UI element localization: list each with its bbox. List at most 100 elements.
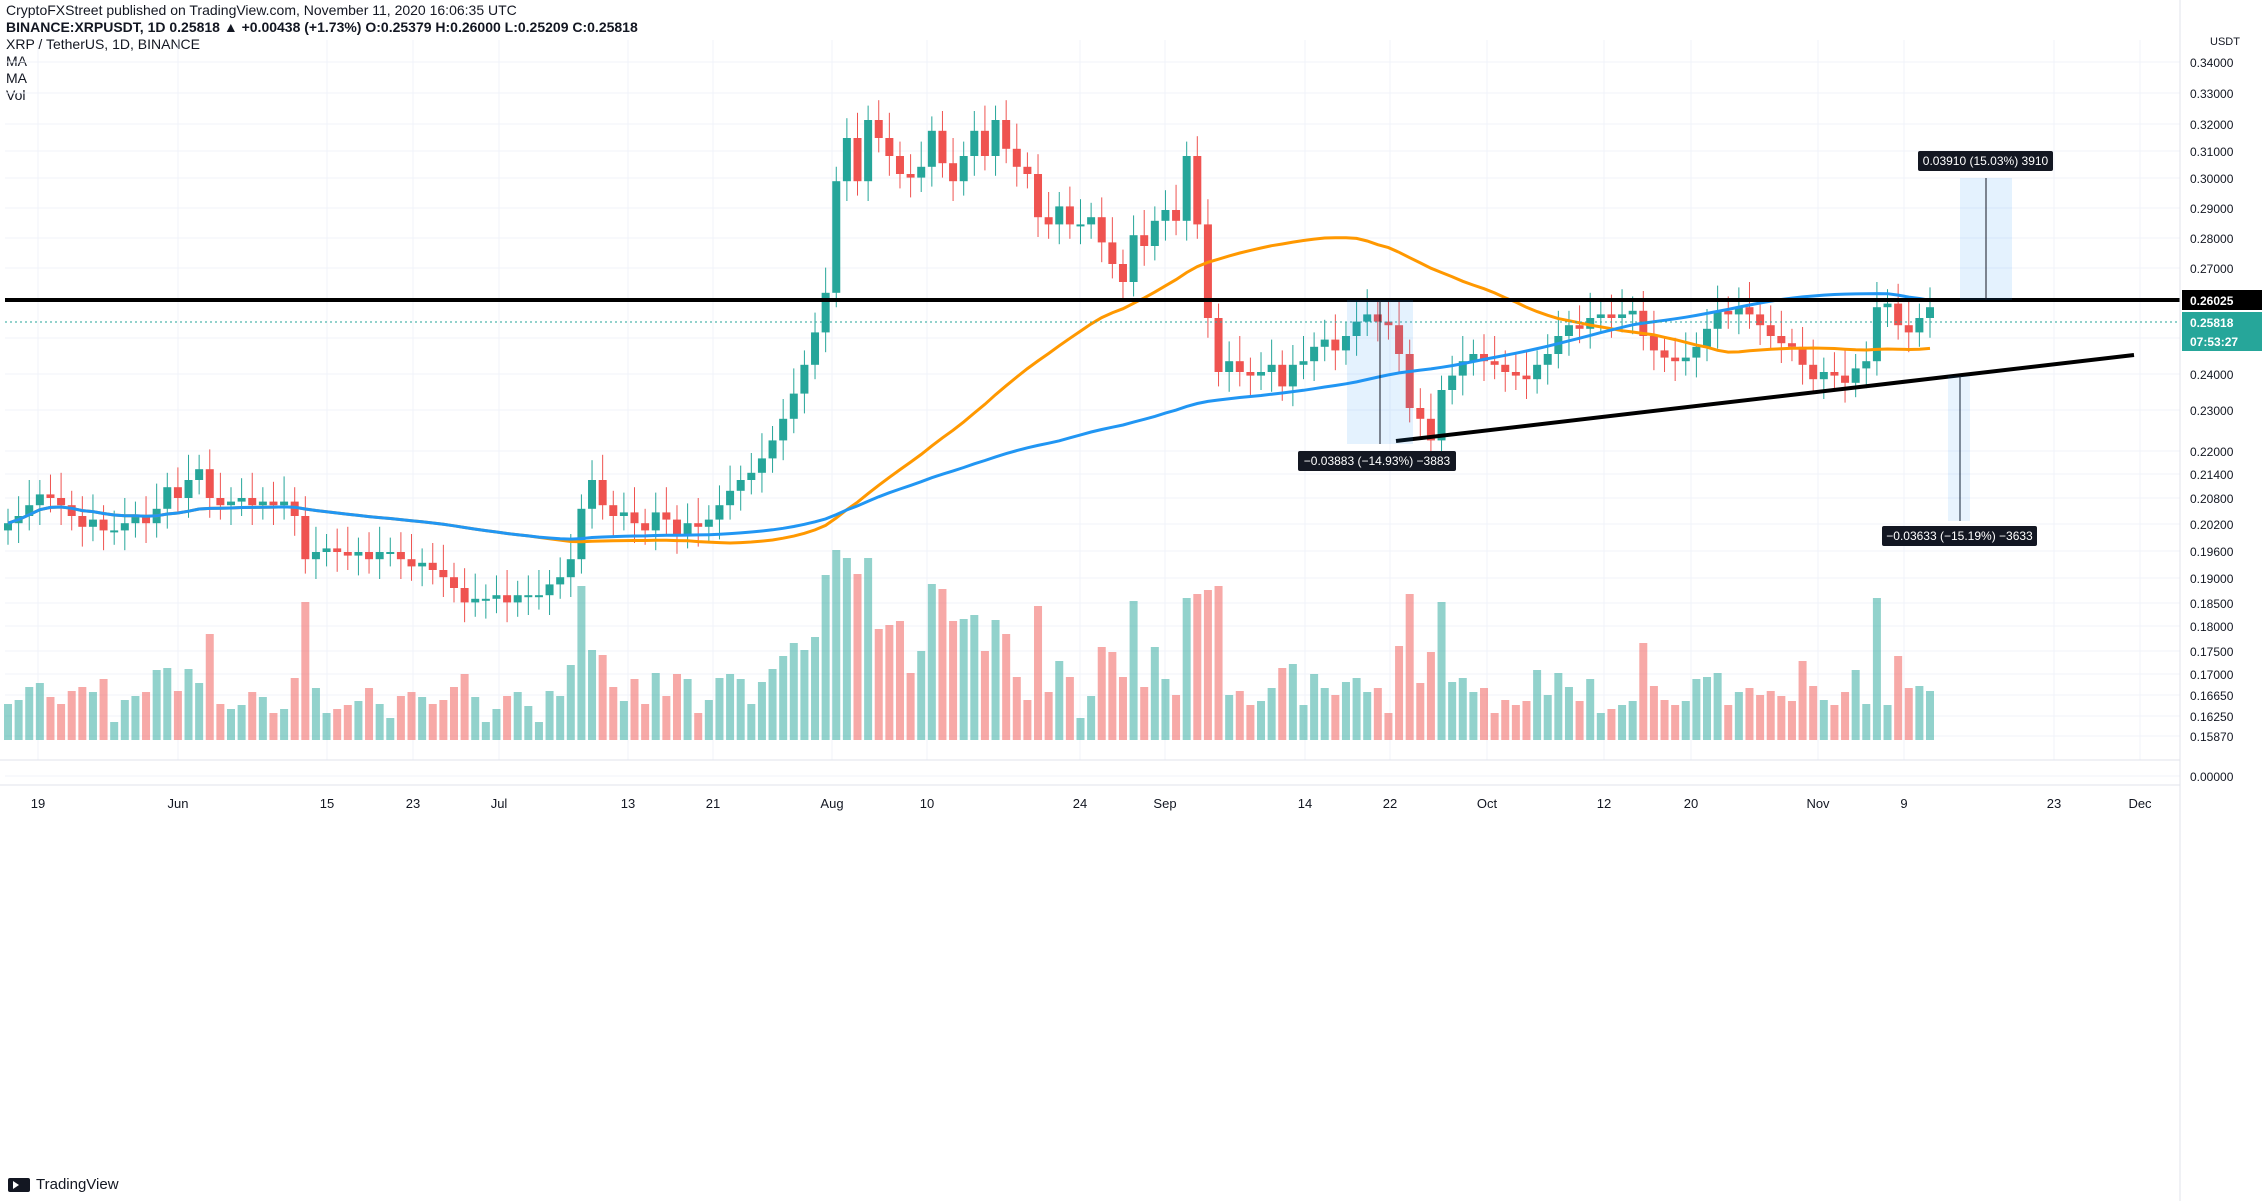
volume-bar [1703, 677, 1712, 740]
volume-bar [460, 674, 469, 740]
candle-body [1458, 361, 1467, 376]
candle-body [1320, 339, 1329, 347]
candle-body [959, 156, 968, 182]
volume-bar [1416, 683, 1425, 740]
candle-body [1745, 307, 1754, 315]
volume-bar [1511, 705, 1520, 740]
ascending-support-line [1395, 353, 2135, 443]
price-tick-label: 0.15870 [2190, 730, 2234, 744]
time-tick-label: 19 [31, 796, 45, 811]
candle-body [598, 480, 607, 506]
candle-body [354, 552, 363, 556]
volume-bar [1618, 705, 1627, 740]
volume-bar [1830, 705, 1839, 740]
volume-bar [375, 704, 384, 740]
volume-bar [842, 558, 851, 740]
candle-body [534, 595, 543, 598]
candle-body [163, 487, 172, 509]
candle-body [396, 552, 405, 560]
volume-bar [715, 678, 724, 740]
candle-body [715, 505, 724, 520]
volume-bar [651, 673, 660, 740]
volume-bar [1129, 601, 1138, 740]
volume-bar [1533, 670, 1542, 740]
candle-body [630, 512, 639, 524]
volume-bar [1310, 674, 1319, 740]
volume-bar [1564, 687, 1573, 740]
volume-bar [938, 589, 947, 740]
price-tick-label: 0.22000 [2190, 445, 2234, 459]
candle-body [1172, 210, 1181, 221]
volume-bar [556, 696, 565, 740]
candle-body [1044, 217, 1053, 225]
candle-body [1703, 328, 1712, 347]
candle-body [1533, 364, 1542, 380]
countdown-tag-bg [2182, 331, 2262, 351]
volume-bar [88, 692, 97, 740]
volume-bar [1894, 656, 1903, 740]
volume-bar [1862, 704, 1871, 740]
candle-body [269, 501, 278, 506]
volume-bar [885, 625, 894, 740]
candle-body [1798, 346, 1807, 365]
candle-body [1257, 372, 1266, 376]
time-tick-label: Nov [1806, 796, 1830, 811]
volume-bar [1586, 679, 1595, 740]
volume-bar [1904, 688, 1913, 740]
candle-body [1490, 361, 1499, 365]
candle-body [1543, 354, 1552, 365]
footer[interactable]: TradingView [8, 1176, 119, 1193]
volume-bar [1628, 701, 1637, 740]
candle-body [874, 120, 883, 138]
candle-body [301, 516, 310, 560]
candle-body [184, 480, 193, 498]
candle-body [1915, 318, 1924, 333]
time-tick-label: Oct [1477, 796, 1498, 811]
volume-bar [1926, 691, 1934, 740]
volume-bar [35, 683, 44, 740]
candle-body [577, 508, 586, 560]
candle-body [1426, 418, 1435, 441]
volume-bar [577, 586, 586, 740]
volume-bar [1076, 718, 1085, 740]
candle-body [46, 494, 55, 498]
candle-body [1872, 307, 1881, 362]
time-tick-label: 15 [320, 796, 334, 811]
candle-body [1405, 354, 1414, 408]
volume-bar [970, 615, 979, 740]
volume-bar [1787, 701, 1796, 740]
price-axis[interactable]: 0.34000 0.33000 0.32000 0.31000 0.30000 0.290… [2179, 0, 2267, 1201]
candle-body [1214, 318, 1223, 372]
annotation-down-right: −0.03633 (−15.19%) −3633 [1886, 529, 2033, 543]
candle-body [131, 516, 140, 524]
candle-body [1777, 336, 1786, 344]
candle-body [1012, 148, 1021, 167]
annotation-up-target: 0.03910 (15.03%) 3910 [1923, 154, 2049, 168]
price-tick-label: 0.32000 [2190, 118, 2234, 132]
range-box-down [1948, 376, 1970, 521]
volume-bar [1480, 688, 1489, 740]
volume-bar [503, 696, 512, 740]
volume-bar [1819, 700, 1828, 740]
time-tick-label: 22 [1383, 796, 1397, 811]
volume-bar [1724, 705, 1733, 740]
volume-bar [566, 665, 575, 740]
candle-body [195, 469, 204, 480]
candle-body [1203, 224, 1212, 318]
legend-vol: Vol [6, 87, 26, 103]
volume-bar [428, 704, 437, 740]
candle-body [832, 181, 841, 293]
candle-body [1140, 235, 1149, 246]
candle-body [386, 552, 395, 554]
candle-body [1756, 314, 1765, 326]
volume-bar [25, 687, 34, 740]
resistance-price-tag-bg [2182, 290, 2262, 310]
candle-body [1363, 314, 1372, 322]
volume-bar [800, 650, 809, 740]
price-tick-label: 0.19000 [2190, 572, 2234, 586]
candle-body [1352, 321, 1361, 336]
volume-bar [14, 700, 23, 740]
time-tick-label: Jun [168, 796, 189, 811]
time-axis[interactable]: 19 Jun 15 23 Jul 13 21 Aug 10 24 Sep 14 22 Oct 12 20 Nov… [0, 759, 2180, 811]
